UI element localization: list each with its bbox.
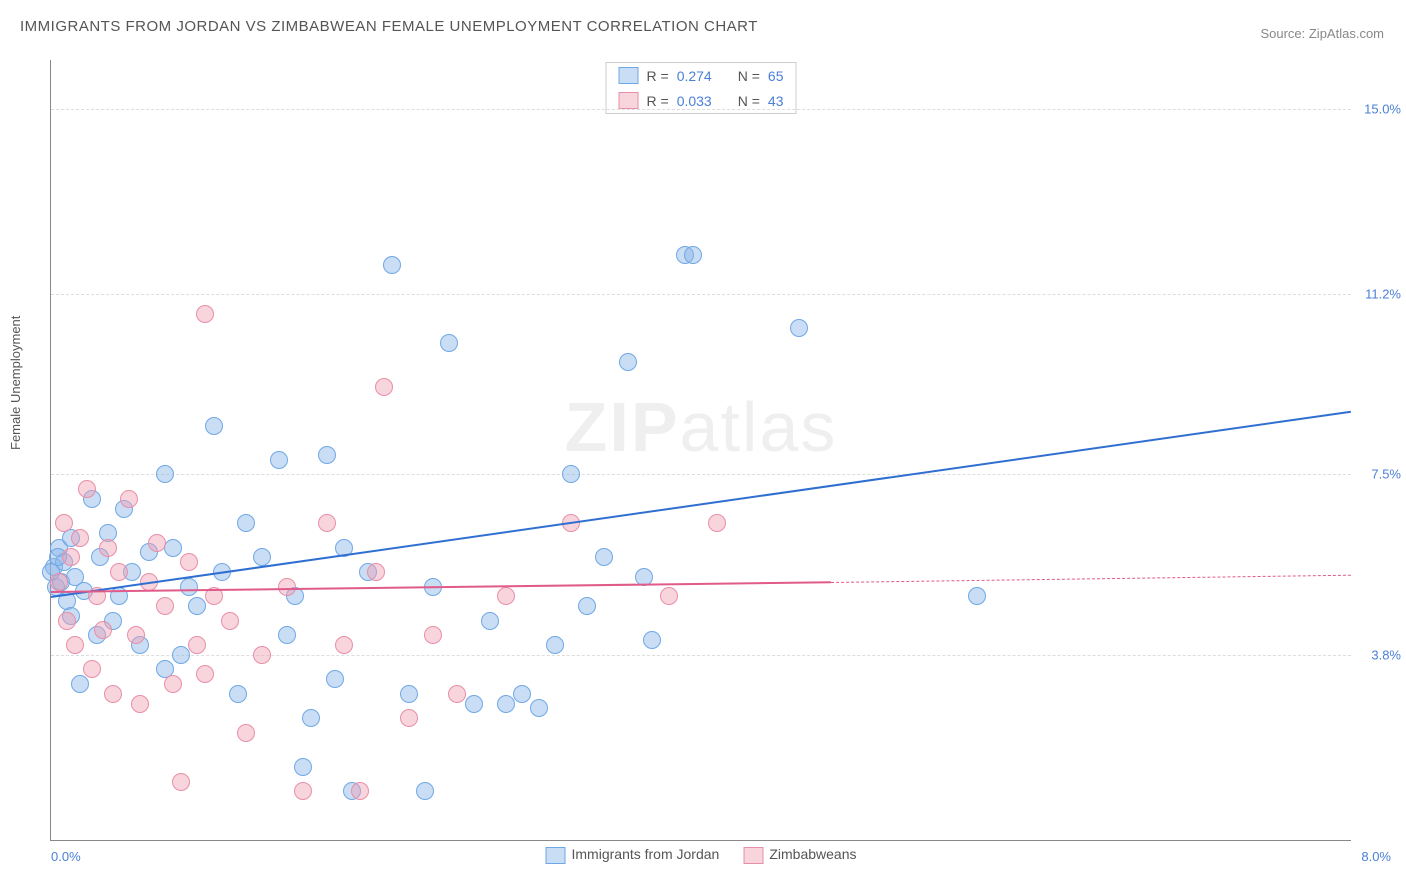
data-point bbox=[400, 685, 418, 703]
data-point bbox=[497, 587, 515, 605]
data-point bbox=[326, 670, 344, 688]
data-point bbox=[62, 548, 80, 566]
data-point bbox=[440, 334, 458, 352]
data-point bbox=[110, 563, 128, 581]
data-point bbox=[546, 636, 564, 654]
data-point bbox=[50, 573, 68, 591]
source-attribution: Source: ZipAtlas.com bbox=[1260, 26, 1384, 41]
data-point bbox=[172, 646, 190, 664]
y-tick-label: 7.5% bbox=[1356, 467, 1401, 482]
data-point bbox=[790, 319, 808, 337]
data-point bbox=[318, 446, 336, 464]
data-point bbox=[71, 675, 89, 693]
data-point bbox=[104, 685, 122, 703]
data-point bbox=[375, 378, 393, 396]
data-point bbox=[684, 246, 702, 264]
data-point bbox=[278, 578, 296, 596]
swatch-zimbabwe-icon bbox=[743, 847, 763, 864]
data-point bbox=[465, 695, 483, 713]
watermark: ZIPatlas bbox=[565, 387, 838, 467]
y-axis-label: Female Unemployment bbox=[8, 316, 23, 450]
data-point bbox=[205, 417, 223, 435]
data-point bbox=[619, 353, 637, 371]
gridline bbox=[51, 294, 1351, 295]
data-point bbox=[131, 695, 149, 713]
y-tick-label: 3.8% bbox=[1356, 647, 1401, 662]
data-point bbox=[595, 548, 613, 566]
swatch-jordan-icon bbox=[546, 847, 566, 864]
chart-title: IMMIGRANTS FROM JORDAN VS ZIMBABWEAN FEM… bbox=[20, 18, 758, 35]
data-point bbox=[237, 724, 255, 742]
data-point bbox=[221, 612, 239, 630]
data-point bbox=[156, 465, 174, 483]
x-tick-max: 8.0% bbox=[1361, 849, 1391, 864]
data-point bbox=[530, 699, 548, 717]
data-point bbox=[172, 773, 190, 791]
gridline bbox=[51, 655, 1351, 656]
data-point bbox=[708, 514, 726, 532]
x-tick-min: 0.0% bbox=[51, 849, 81, 864]
data-point bbox=[400, 709, 418, 727]
data-point bbox=[156, 597, 174, 615]
data-point bbox=[66, 636, 84, 654]
data-point bbox=[294, 758, 312, 776]
scatter-plot: ZIPatlas R = 0.274 N = 65 R = 0.033 N = … bbox=[50, 60, 1351, 841]
data-point bbox=[278, 626, 296, 644]
data-point bbox=[578, 597, 596, 615]
data-point bbox=[448, 685, 466, 703]
data-point bbox=[416, 782, 434, 800]
data-point bbox=[968, 587, 986, 605]
trend-line-extrapolated bbox=[831, 574, 1351, 582]
y-tick-label: 15.0% bbox=[1356, 101, 1401, 116]
y-tick-label: 11.2% bbox=[1356, 287, 1401, 302]
data-point bbox=[78, 480, 96, 498]
data-point bbox=[99, 539, 117, 557]
data-point bbox=[94, 621, 112, 639]
data-point bbox=[351, 782, 369, 800]
data-point bbox=[383, 256, 401, 274]
data-point bbox=[294, 782, 312, 800]
data-point bbox=[660, 587, 678, 605]
data-point bbox=[367, 563, 385, 581]
data-point bbox=[302, 709, 320, 727]
data-point bbox=[335, 636, 353, 654]
data-point bbox=[196, 305, 214, 323]
data-point bbox=[58, 612, 76, 630]
data-point bbox=[180, 578, 198, 596]
data-point bbox=[188, 597, 206, 615]
data-point bbox=[127, 626, 145, 644]
data-point bbox=[270, 451, 288, 469]
data-point bbox=[180, 553, 198, 571]
swatch-jordan bbox=[619, 67, 639, 84]
data-point bbox=[196, 665, 214, 683]
data-point bbox=[188, 636, 206, 654]
data-point bbox=[253, 548, 271, 566]
legend-item-jordan: Immigrants from Jordan bbox=[546, 846, 720, 864]
data-point bbox=[83, 660, 101, 678]
data-point bbox=[562, 465, 580, 483]
data-point bbox=[497, 695, 515, 713]
series-legend: Immigrants from Jordan Zimbabweans bbox=[546, 846, 857, 864]
data-point bbox=[424, 626, 442, 644]
data-point bbox=[71, 529, 89, 547]
data-point bbox=[55, 514, 73, 532]
data-point bbox=[643, 631, 661, 649]
data-point bbox=[120, 490, 138, 508]
gridline bbox=[51, 109, 1351, 110]
swatch-zimbabwe bbox=[619, 92, 639, 109]
data-point bbox=[164, 539, 182, 557]
trend-line bbox=[51, 411, 1351, 598]
data-point bbox=[237, 514, 255, 532]
data-point bbox=[481, 612, 499, 630]
correlation-legend: R = 0.274 N = 65 R = 0.033 N = 43 bbox=[606, 62, 797, 114]
data-point bbox=[148, 534, 166, 552]
data-point bbox=[229, 685, 247, 703]
legend-item-zimbabwe: Zimbabweans bbox=[743, 846, 856, 864]
legend-row-jordan: R = 0.274 N = 65 bbox=[607, 63, 796, 88]
data-point bbox=[253, 646, 271, 664]
data-point bbox=[318, 514, 336, 532]
data-point bbox=[164, 675, 182, 693]
data-point bbox=[513, 685, 531, 703]
gridline bbox=[51, 474, 1351, 475]
